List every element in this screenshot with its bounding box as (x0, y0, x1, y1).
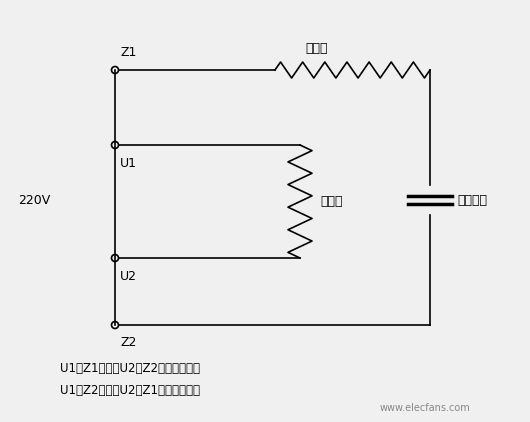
Text: 220V: 220V (18, 194, 50, 206)
Text: 起动电容: 起动电容 (457, 194, 487, 206)
Text: 主绕组: 主绕组 (320, 195, 342, 208)
Text: Z2: Z2 (120, 336, 136, 349)
Text: U1、Z1短接；U2、Z2短接为正转。: U1、Z1短接；U2、Z2短接为正转。 (60, 362, 200, 374)
Text: U1: U1 (120, 157, 137, 170)
Text: 副绕组: 副绕组 (305, 41, 328, 54)
Text: U1、Z2短接；U2、Z1短接为反转。: U1、Z2短接；U2、Z1短接为反转。 (60, 384, 200, 397)
Text: Z1: Z1 (120, 46, 136, 59)
Text: www.elecfans.com: www.elecfans.com (380, 403, 471, 413)
Text: U2: U2 (120, 270, 137, 282)
